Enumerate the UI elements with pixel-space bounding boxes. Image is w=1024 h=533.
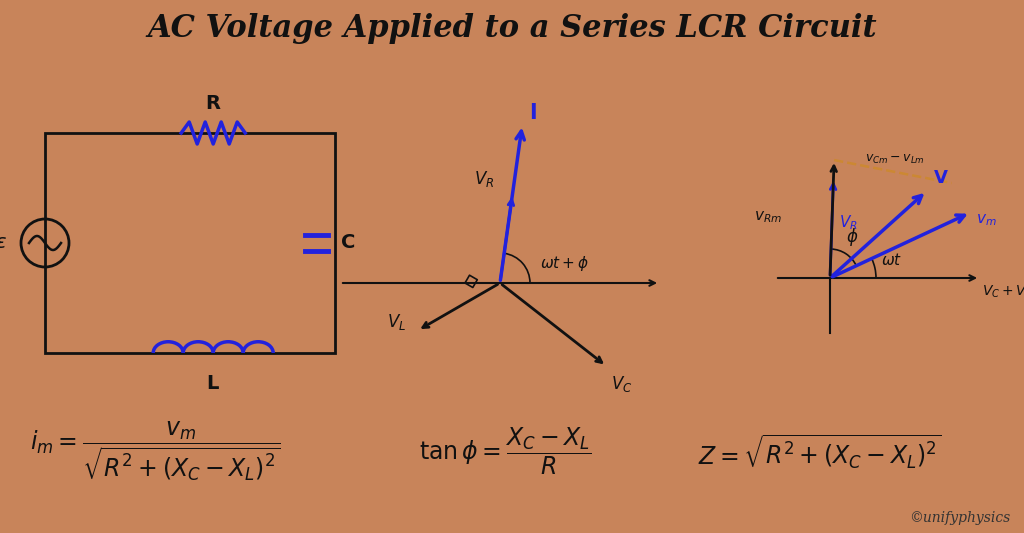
Text: $\mathbf{V}$: $\mathbf{V}$	[933, 169, 948, 187]
Text: $v_{Rm}$: $v_{Rm}$	[754, 209, 782, 224]
Text: $\mathbf{R}$: $\mathbf{R}$	[205, 95, 221, 113]
Text: $\mathbf{C}$: $\mathbf{C}$	[340, 234, 355, 252]
Text: $\mathbf{L}$: $\mathbf{L}$	[206, 375, 220, 393]
Text: $\mathbf{I}$: $\mathbf{I}$	[529, 102, 537, 123]
Text: $V_R$: $V_R$	[474, 169, 495, 189]
Text: $V_L$: $V_L$	[387, 312, 406, 333]
Text: $v_{Cm}-v_{Lm}$: $v_{Cm}-v_{Lm}$	[865, 152, 925, 166]
Text: $\omega t$: $\omega t$	[882, 252, 902, 268]
Text: ©unifyphysics: ©unifyphysics	[908, 511, 1010, 525]
Text: $V_C$: $V_C$	[611, 374, 633, 394]
Text: $\varepsilon$: $\varepsilon$	[0, 234, 7, 252]
Text: $v_m$: $v_m$	[977, 213, 997, 228]
Text: $Z = \sqrt{R^{2}+\left(X_{C}-X_{L}\right)^{2}}$: $Z = \sqrt{R^{2}+\left(X_{C}-X_{L}\right…	[698, 432, 942, 470]
Text: $\omega t+\phi$: $\omega t+\phi$	[540, 254, 589, 273]
Bar	[45, 133, 335, 353]
Text: $\phi$: $\phi$	[846, 226, 858, 248]
Text: AC Voltage Applied to a Series LCR Circuit: AC Voltage Applied to a Series LCR Circu…	[147, 13, 877, 44]
Text: $V_R$: $V_R$	[840, 214, 858, 232]
Text: $V_C+V_L$: $V_C+V_L$	[982, 284, 1024, 301]
Text: $i_{m} = \dfrac{v_{m}}{\sqrt{R^{2}+\left(X_{C}-X_{L}\right)^{2}}}$: $i_{m} = \dfrac{v_{m}}{\sqrt{R^{2}+\left…	[30, 419, 281, 483]
Text: $\tan\phi = \dfrac{X_{C}-X_{L}}{R}$: $\tan\phi = \dfrac{X_{C}-X_{L}}{R}$	[419, 425, 591, 477]
